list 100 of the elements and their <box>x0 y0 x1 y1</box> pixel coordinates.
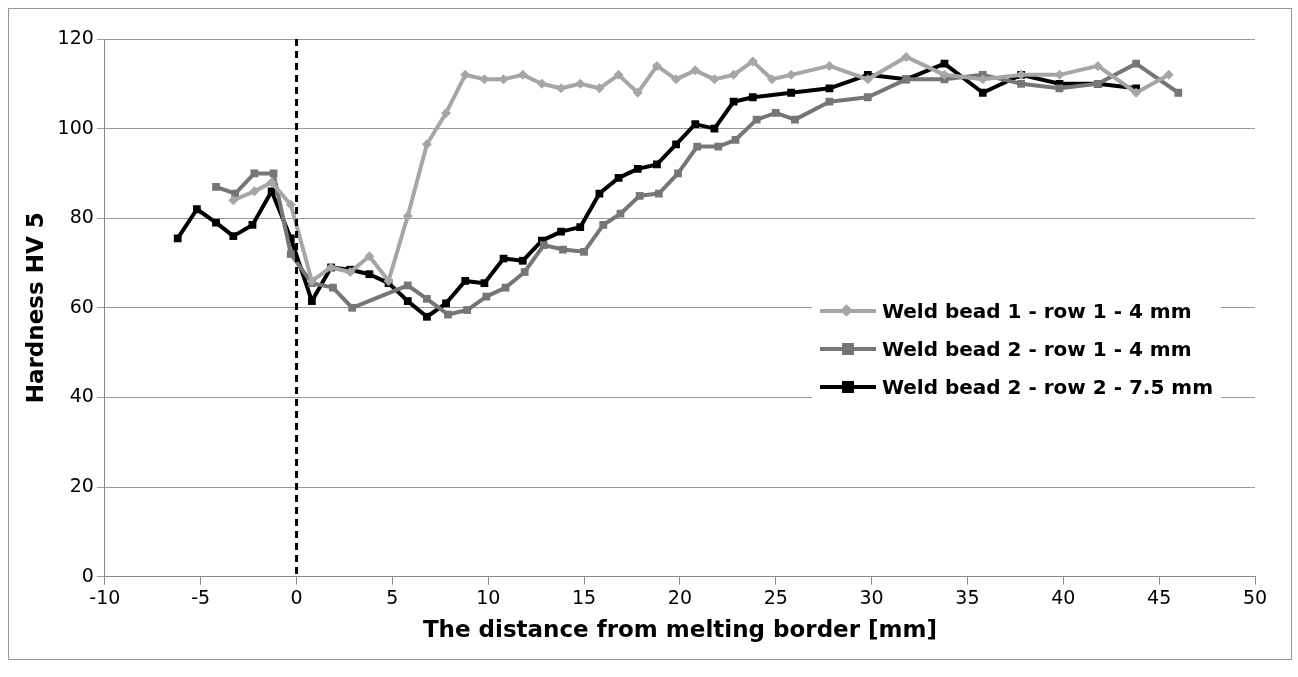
point <box>559 245 567 254</box>
point <box>482 292 491 301</box>
point <box>575 78 586 89</box>
point <box>520 268 529 276</box>
point <box>1174 88 1183 97</box>
point <box>766 74 777 85</box>
point <box>635 191 644 200</box>
point <box>229 232 238 241</box>
x-tick-label: 35 <box>955 585 980 608</box>
point <box>266 177 277 188</box>
point <box>633 165 642 173</box>
y-tick-label: 20 <box>69 473 94 496</box>
point <box>613 69 624 80</box>
point <box>862 74 873 85</box>
point <box>441 107 452 118</box>
point <box>824 60 835 71</box>
point <box>671 74 682 85</box>
point <box>536 78 547 89</box>
point <box>461 277 470 285</box>
point <box>403 281 412 290</box>
y-tick-label: 120 <box>57 25 94 48</box>
y-tick-label: 40 <box>69 384 94 407</box>
point <box>791 115 799 124</box>
x-axis-title: The distance from melting border [mm] <box>422 616 937 643</box>
point <box>787 88 795 97</box>
point <box>1017 79 1026 88</box>
point <box>693 142 702 151</box>
point <box>771 109 780 117</box>
point <box>632 87 643 98</box>
x-tick-label: 45 <box>1147 585 1172 608</box>
point <box>250 169 259 178</box>
point <box>423 294 431 303</box>
point <box>517 69 528 80</box>
point <box>539 241 548 249</box>
x-tick-label: 40 <box>1051 585 1076 608</box>
point <box>557 227 565 236</box>
point <box>364 251 375 262</box>
legend-label: Weld bead 1 - row 1 - 4 mm <box>881 299 1192 323</box>
point <box>228 195 239 206</box>
point <box>674 169 682 178</box>
point <box>212 218 220 227</box>
point <box>285 199 296 210</box>
point <box>594 83 605 94</box>
y-tick-label: 60 <box>69 294 94 317</box>
point <box>752 115 761 124</box>
legend-label: Weld bead 2 - row 1 - 4 mm <box>881 337 1192 361</box>
point <box>286 250 295 258</box>
point <box>1131 87 1142 98</box>
point <box>614 173 623 182</box>
point <box>248 221 257 229</box>
point <box>306 275 317 286</box>
point <box>731 135 740 144</box>
point <box>518 256 527 265</box>
point <box>1055 84 1064 93</box>
y-tick-label: 0 <box>81 563 94 586</box>
point <box>1132 59 1141 68</box>
point <box>421 139 432 150</box>
point <box>173 234 182 243</box>
x-tick-label: -10 <box>89 585 121 608</box>
point <box>192 205 201 214</box>
point <box>444 310 452 319</box>
point <box>786 69 797 80</box>
point <box>480 279 489 288</box>
point <box>672 140 680 149</box>
point <box>1163 69 1174 80</box>
point <box>580 247 588 256</box>
x-tick-label: 10 <box>476 585 501 608</box>
x-tick-label: 25 <box>763 585 788 608</box>
point <box>463 306 472 314</box>
point <box>616 209 625 218</box>
point <box>654 189 663 198</box>
point <box>423 312 431 321</box>
x-tick-label: 30 <box>859 585 884 608</box>
point <box>714 142 723 151</box>
point <box>691 120 700 129</box>
point <box>748 93 757 102</box>
point <box>460 69 471 80</box>
x-tick-label: 15 <box>571 585 597 608</box>
point <box>825 97 834 106</box>
point <box>653 160 661 169</box>
point <box>978 88 987 97</box>
legend-label: Weld bead 2 - row 2 - 7.5 mm <box>881 375 1213 399</box>
point <box>901 51 912 62</box>
x-tick-label: 0 <box>290 585 303 608</box>
point <box>576 223 585 232</box>
point <box>825 84 834 93</box>
point <box>940 59 949 68</box>
point <box>501 283 510 292</box>
point <box>599 221 608 229</box>
x-tick-label: 50 <box>1242 585 1268 608</box>
point <box>365 270 374 279</box>
point <box>403 297 412 305</box>
point <box>690 65 701 76</box>
point <box>863 93 872 102</box>
point <box>728 69 739 80</box>
point <box>442 299 450 308</box>
y-tick-label: 80 <box>69 205 94 228</box>
point <box>348 303 357 312</box>
x-tick-label: 20 <box>667 585 693 608</box>
point <box>308 297 316 305</box>
